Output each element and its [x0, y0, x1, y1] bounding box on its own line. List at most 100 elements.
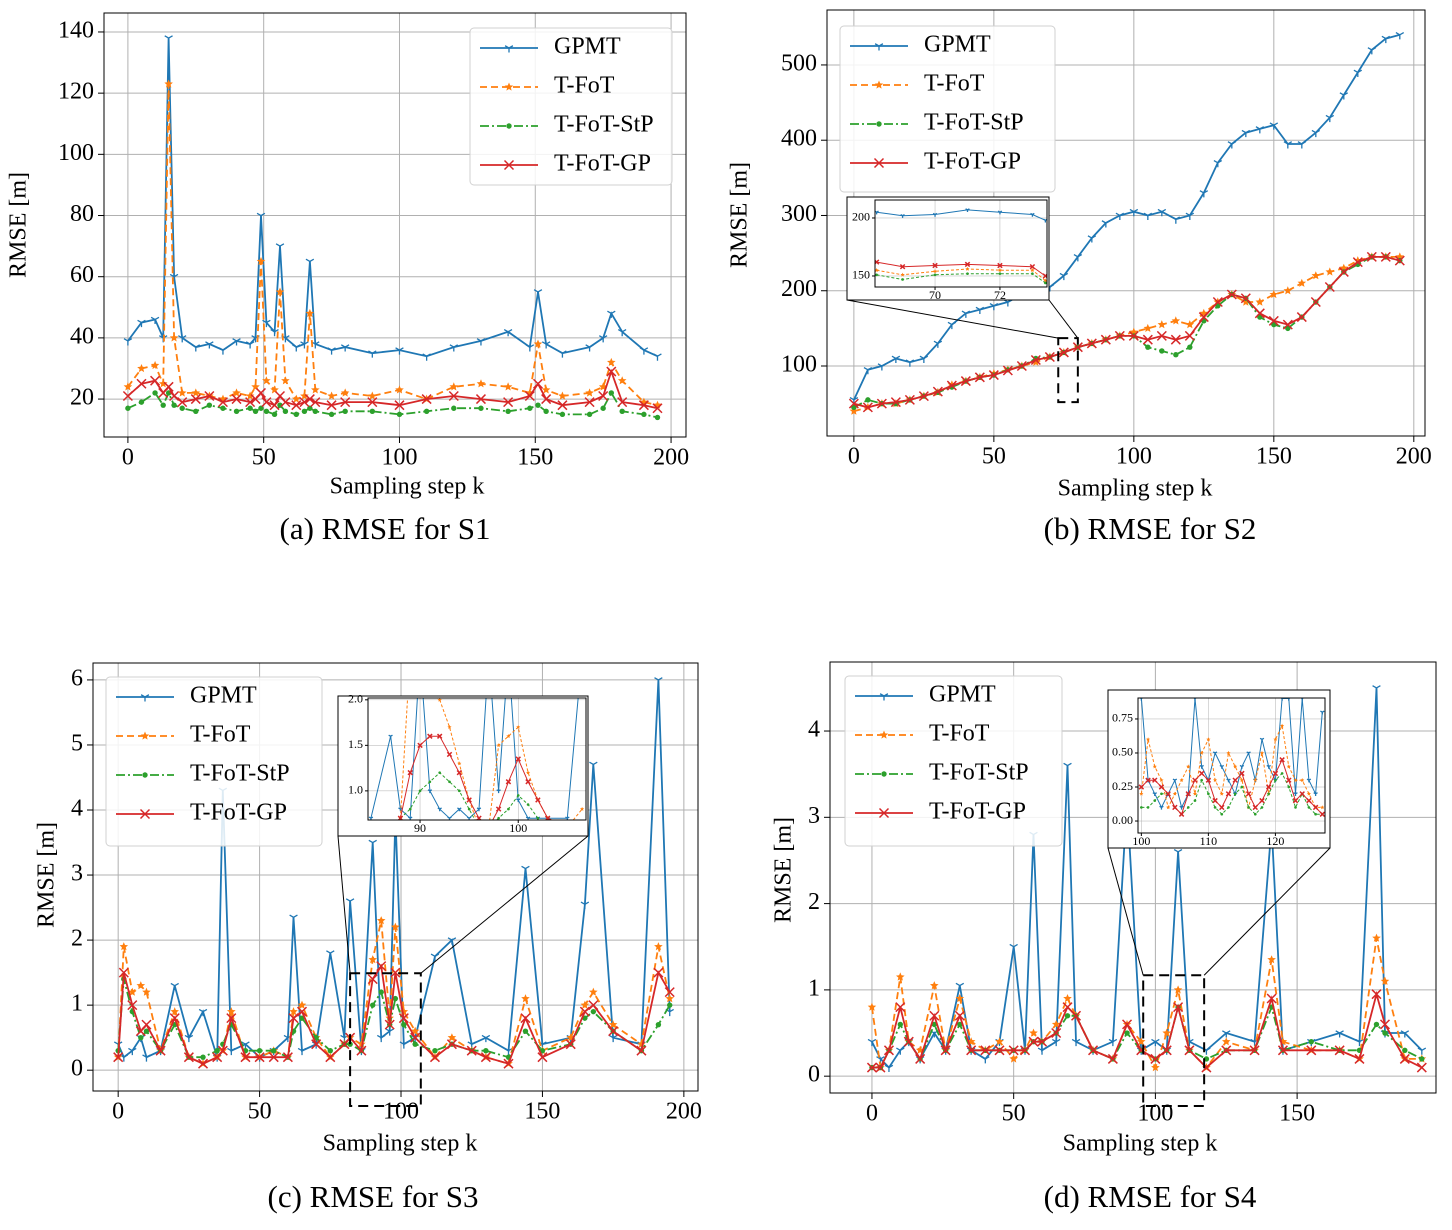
point-marker — [391, 922, 400, 931]
point-marker — [1037, 1047, 1047, 1055]
point-marker — [1380, 976, 1390, 985]
plot-area — [875, 208, 1047, 285]
point-marker — [590, 1008, 597, 1015]
point-marker — [428, 780, 432, 784]
x-tick-label: 120 — [1266, 834, 1284, 848]
x-axis-label: Sampling step k — [323, 1131, 478, 1157]
point-marker — [1030, 354, 1041, 366]
point-marker — [636, 1045, 647, 1056]
point-marker — [233, 408, 240, 415]
point-marker — [1307, 806, 1311, 809]
point-marker — [1140, 806, 1143, 809]
point-marker — [524, 390, 535, 402]
point-marker — [1157, 208, 1167, 217]
point-marker — [1279, 757, 1285, 763]
point-marker — [1172, 804, 1178, 811]
point-marker — [1142, 334, 1153, 345]
point-marker — [1171, 316, 1181, 325]
point-marker — [1297, 278, 1307, 287]
point-marker — [327, 391, 336, 400]
point-marker — [654, 677, 663, 685]
point-marker — [1184, 1045, 1195, 1056]
point-marker — [369, 408, 376, 415]
y-axis-label: RMSE [m] — [727, 162, 753, 268]
point-marker — [466, 1045, 477, 1056]
point-marker — [1400, 1030, 1410, 1038]
point-marker — [617, 397, 628, 408]
point-marker — [1325, 114, 1335, 123]
series-line — [397, 735, 553, 820]
point-marker — [896, 972, 905, 981]
y-tick-label: 200 — [781, 276, 817, 302]
point-marker — [1353, 69, 1363, 77]
point-marker — [1283, 286, 1293, 295]
point-marker — [150, 375, 161, 386]
point-marker — [1259, 750, 1265, 755]
point-marker — [655, 1021, 662, 1028]
point-marker — [1219, 804, 1225, 811]
point-marker — [1058, 347, 1069, 358]
point-marker — [340, 344, 350, 352]
point-marker — [281, 376, 290, 385]
point-marker — [579, 1006, 590, 1017]
point-marker — [964, 261, 971, 268]
x-tick-label: 0 — [848, 444, 860, 470]
point-marker — [897, 1021, 903, 1028]
point-marker — [981, 1056, 990, 1064]
point-marker — [163, 381, 174, 392]
point-marker — [448, 390, 459, 402]
point-marker — [446, 751, 453, 758]
y-tick-label: 0.75 — [1112, 711, 1133, 725]
legend-label: T-FoT-StP — [929, 760, 1029, 786]
point-marker — [292, 394, 301, 403]
point-marker — [128, 987, 137, 996]
point-marker — [457, 807, 462, 812]
point-marker — [152, 390, 158, 396]
point-marker — [399, 1007, 409, 1016]
point-marker — [997, 210, 1003, 215]
x-tick-label: 110 — [1200, 834, 1218, 848]
legend-label: T-FoT — [554, 73, 615, 99]
legend-label: T-FoT-GP — [190, 800, 287, 826]
point-marker — [1158, 784, 1165, 790]
point-marker — [1059, 272, 1069, 281]
point-marker — [271, 1047, 277, 1054]
point-marker — [1145, 344, 1151, 350]
point-marker — [1271, 321, 1277, 328]
point-marker — [1170, 334, 1181, 345]
point-marker — [137, 364, 146, 373]
point-marker — [447, 937, 457, 945]
point-marker — [873, 157, 885, 169]
point-marker — [895, 1002, 906, 1013]
point-marker — [558, 350, 567, 358]
point-marker — [368, 816, 374, 820]
point-marker — [664, 987, 675, 998]
point-marker — [1257, 314, 1263, 320]
point-marker — [974, 372, 985, 383]
point-marker — [164, 35, 173, 43]
point-marker — [1072, 342, 1083, 353]
point-marker — [997, 262, 1003, 269]
point-marker — [155, 1045, 166, 1056]
point-marker — [901, 278, 904, 281]
point-marker — [268, 1052, 279, 1063]
point-marker — [883, 1045, 894, 1056]
legend-label: GPMT — [929, 682, 996, 708]
y-tick-label: 2 — [808, 889, 820, 915]
point-marker — [899, 263, 906, 270]
point-marker — [975, 306, 985, 315]
point-marker — [1352, 257, 1363, 268]
point-marker — [516, 794, 520, 797]
point-marker — [653, 967, 664, 978]
point-marker — [245, 391, 255, 400]
point-marker — [1212, 797, 1218, 804]
point-marker — [565, 816, 570, 820]
point-marker — [430, 953, 440, 961]
point-marker — [1173, 849, 1183, 857]
point-marker — [427, 733, 433, 739]
x-tick-label: 100 — [383, 1099, 419, 1125]
point-marker — [256, 212, 266, 221]
point-marker — [1008, 1045, 1019, 1056]
point-marker — [1062, 1002, 1073, 1013]
point-marker — [1199, 190, 1209, 198]
